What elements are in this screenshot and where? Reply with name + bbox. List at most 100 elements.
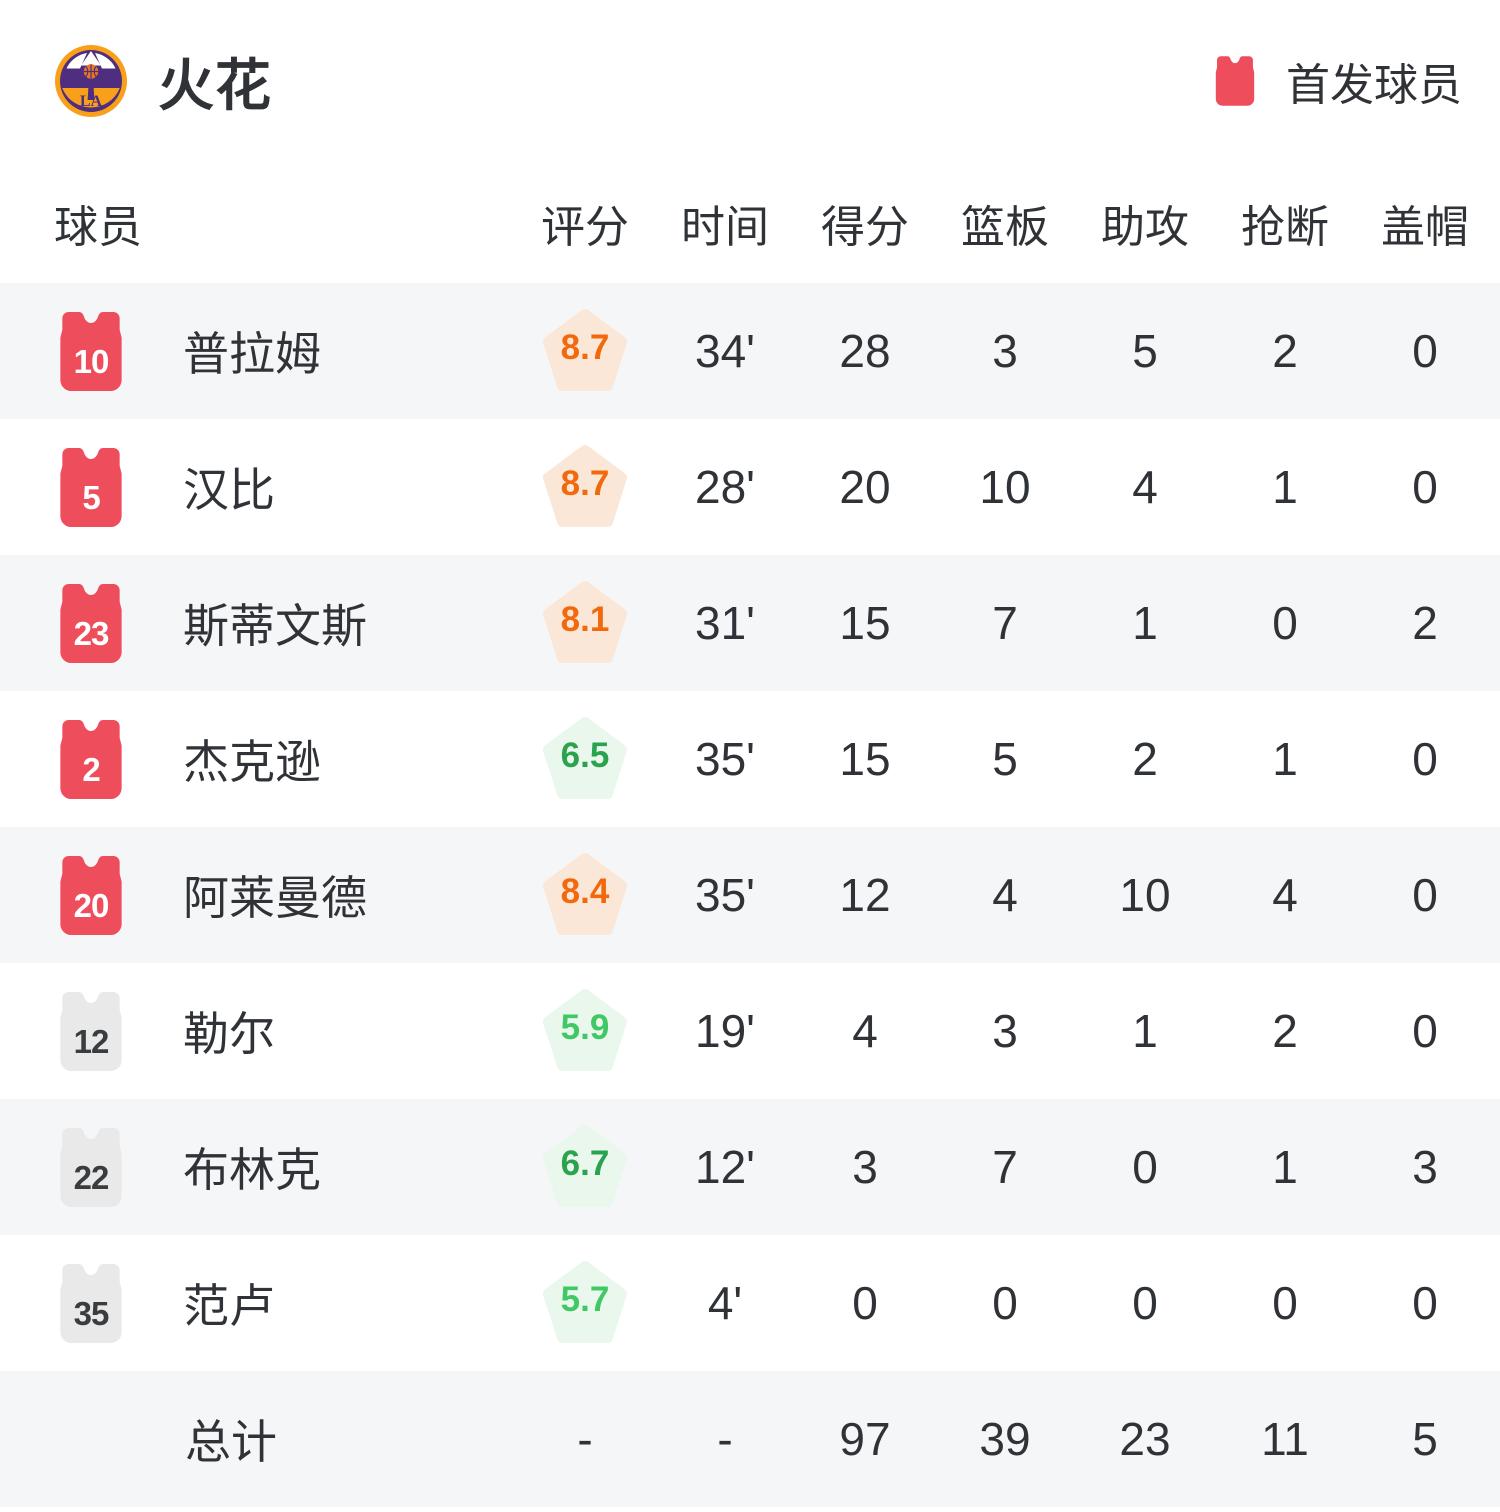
jersey-number: 12 [73, 1022, 110, 1060]
player-name: 阿莱曼德 [183, 872, 367, 924]
stat-time: 28' [695, 461, 755, 513]
stat-rebounds: 0 [992, 1277, 1018, 1329]
rating-badge: 5.9 [541, 989, 629, 1073]
total-rating: - [577, 1413, 593, 1465]
rating-badge: 8.4 [541, 853, 629, 937]
stat-blocks: 3 [1412, 1141, 1438, 1193]
stat-rebounds: 4 [992, 869, 1018, 921]
jersey-icon: 12 [54, 990, 128, 1073]
stat-points: 20 [839, 461, 891, 513]
starters-legend: 首发球员 [1211, 49, 1462, 113]
player-name: 汉比 [183, 464, 275, 516]
stat-steals: 2 [1272, 325, 1298, 377]
jersey-icon: 23 [54, 582, 128, 665]
col-header-rating: 评分 [541, 203, 629, 252]
rating-value: 8.1 [560, 599, 610, 639]
total-row: 总计 - - 97 39 23 11 5 [0, 1371, 1500, 1507]
rating-value: 6.5 [560, 735, 610, 775]
stat-points: 0 [852, 1277, 878, 1329]
stat-blocks: 0 [1412, 325, 1438, 377]
team-logo-sparks-icon: LA [54, 44, 128, 118]
player-name: 勒尔 [183, 1008, 275, 1060]
stat-steals: 1 [1272, 1141, 1298, 1193]
stat-points: 3 [852, 1141, 878, 1193]
stat-rebounds: 10 [979, 461, 1031, 513]
jersey-icon: 5 [54, 446, 128, 529]
stat-time: 35' [695, 733, 755, 785]
stat-assists: 0 [1132, 1141, 1158, 1193]
jersey-icon: 10 [54, 310, 128, 393]
stat-assists: 10 [1119, 869, 1171, 921]
stat-time: 12' [695, 1141, 755, 1193]
stat-assists: 0 [1132, 1277, 1158, 1329]
stat-rebounds: 5 [992, 733, 1018, 785]
col-header-blocks: 盖帽 [1381, 203, 1469, 252]
player-row[interactable]: 10 普拉姆 8.7 34' 28 3 5 2 0 [0, 283, 1500, 419]
stat-blocks: 0 [1412, 1005, 1438, 1057]
stat-assists: 1 [1132, 1005, 1158, 1057]
jersey-number: 20 [73, 886, 110, 924]
total-label: 总计 [185, 1416, 277, 1468]
jersey-number: 35 [73, 1294, 110, 1332]
stat-rebounds: 7 [992, 1141, 1018, 1193]
col-header-points: 得分 [821, 203, 909, 252]
starters-legend-label: 首发球员 [1286, 61, 1462, 110]
col-header-rebounds: 篮板 [961, 203, 1049, 252]
jersey-icon: 22 [54, 1126, 128, 1209]
team-header: LA 火花 首发球员 [0, 0, 1500, 120]
stat-rebounds: 3 [992, 325, 1018, 377]
jersey-number: 23 [73, 614, 110, 652]
table-header-row: 球员 评分 时间 得分 篮板 助攻 抢断 盖帽 [0, 120, 1500, 283]
stat-blocks: 0 [1412, 461, 1438, 513]
total-steals: 11 [1261, 1413, 1309, 1465]
rating-value: 8.7 [560, 463, 610, 503]
player-name: 斯蒂文斯 [183, 600, 367, 652]
stat-steals: 4 [1272, 869, 1298, 921]
stat-blocks: 0 [1412, 1277, 1438, 1329]
player-name: 杰克逊 [183, 736, 321, 788]
jersey-icon: 20 [54, 854, 128, 937]
stat-points: 15 [839, 597, 891, 649]
col-header-steals: 抢断 [1241, 203, 1329, 252]
stat-assists: 2 [1132, 733, 1158, 785]
rating-badge: 6.7 [541, 1125, 629, 1209]
stat-assists: 5 [1132, 325, 1158, 377]
col-header-time: 时间 [681, 203, 769, 252]
jersey-number: 2 [82, 750, 100, 788]
stat-blocks: 0 [1412, 869, 1438, 921]
player-row[interactable]: 23 斯蒂文斯 8.1 31' 15 7 1 0 2 [0, 555, 1500, 691]
stat-time: 31' [695, 597, 755, 649]
player-name: 范卢 [183, 1280, 275, 1332]
player-row[interactable]: 2 杰克逊 6.5 35' 15 5 2 1 0 [0, 691, 1500, 827]
jersey-icon: 2 [54, 718, 128, 801]
total-rebounds: 39 [979, 1413, 1031, 1465]
jersey-number: 5 [82, 478, 100, 516]
player-name: 布林克 [183, 1144, 321, 1196]
stat-blocks: 2 [1412, 597, 1438, 649]
total-assists: 23 [1119, 1413, 1171, 1465]
rating-value: 8.7 [560, 327, 610, 367]
total-time: - [717, 1413, 733, 1465]
player-name: 普拉姆 [183, 328, 321, 380]
rating-value: 5.7 [560, 1279, 610, 1319]
player-row[interactable]: 20 阿莱曼德 8.4 35' 12 4 10 4 0 [0, 827, 1500, 963]
rating-badge: 5.7 [541, 1261, 629, 1345]
jersey-number: 10 [73, 342, 110, 380]
player-row[interactable]: 5 汉比 8.7 28' 20 10 4 1 0 [0, 419, 1500, 555]
col-header-assists: 助攻 [1101, 203, 1189, 252]
rating-value: 5.9 [560, 1007, 610, 1047]
stat-rebounds: 7 [992, 597, 1018, 649]
stat-time: 35' [695, 869, 755, 921]
rating-value: 6.7 [560, 1143, 610, 1183]
jersey-number: 22 [73, 1158, 110, 1196]
player-row[interactable]: 35 范卢 5.7 4' 0 0 0 0 0 [0, 1235, 1500, 1371]
starter-jersey-icon [1211, 55, 1259, 107]
stat-steals: 2 [1272, 1005, 1298, 1057]
rating-badge: 8.1 [541, 581, 629, 665]
jersey-icon: 35 [54, 1262, 128, 1345]
player-row[interactable]: 22 布林克 6.7 12' 3 7 0 1 3 [0, 1099, 1500, 1235]
stat-assists: 1 [1132, 597, 1158, 649]
stat-points: 28 [839, 325, 891, 377]
